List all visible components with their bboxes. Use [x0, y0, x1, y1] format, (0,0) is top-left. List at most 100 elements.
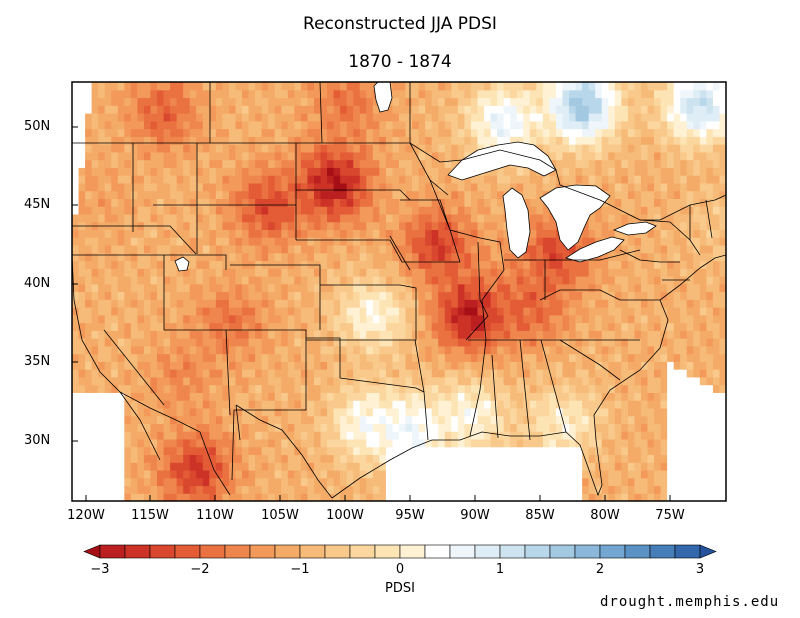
pdsi-cell: [621, 136, 629, 145]
pdsi-cell: [497, 105, 505, 114]
pdsi-cell: [340, 144, 348, 153]
pdsi-cell: [621, 82, 629, 91]
pdsi-cell: [130, 330, 138, 339]
pdsi-cell: [242, 89, 250, 99]
pdsi-cell: [412, 120, 420, 130]
pdsi-cell: [307, 376, 315, 386]
pdsi-cell: [562, 275, 570, 285]
pdsi-cell: [98, 175, 106, 184]
pdsi-cell: [340, 291, 348, 300]
pdsi-cell: [542, 462, 551, 471]
pdsi-cell: [405, 392, 413, 401]
pdsi-cell: [470, 376, 479, 386]
pdsi-cell: [359, 384, 367, 393]
pdsi-cell: [536, 89, 544, 99]
pdsi-cell: [464, 376, 472, 386]
pdsi-cell: [660, 345, 668, 355]
pdsi-cell: [104, 493, 112, 501]
pdsi-cell: [392, 423, 400, 432]
pdsi-cell: [484, 400, 492, 409]
pdsi-cell: [300, 275, 309, 285]
pdsi-cell: [235, 213, 243, 223]
pdsi-cell: [399, 462, 407, 471]
pdsi-cell: [418, 213, 426, 223]
pdsi-cell: [477, 338, 485, 347]
pdsi-cell: [202, 330, 210, 339]
pdsi-cell: [640, 229, 649, 238]
pdsi-cell: [307, 361, 315, 370]
pdsi-cell: [183, 384, 191, 393]
pdsi-cell: [78, 128, 86, 137]
pdsi-cell: [640, 438, 649, 448]
pdsi-cell: [536, 198, 544, 207]
pdsi-cell: [399, 361, 407, 370]
pdsi-cell: [451, 407, 459, 417]
pdsi-cell: [353, 384, 361, 393]
pdsi-cell: [640, 159, 649, 168]
pdsi-cell: [183, 369, 191, 378]
pdsi-cell: [425, 182, 433, 192]
pdsi-cell: [333, 462, 341, 471]
pdsi-cell: [274, 89, 282, 99]
pdsi-cell: [255, 345, 263, 355]
pdsi-cell: [333, 415, 341, 425]
pdsi-cell: [627, 198, 636, 207]
pdsi-cell: [307, 322, 315, 331]
pdsi-cell: [346, 369, 354, 378]
pdsi-cell: [601, 384, 609, 393]
pdsi-cell: [660, 82, 668, 91]
pdsi-cell: [248, 97, 256, 106]
pdsi-cell: [379, 485, 387, 494]
pdsi-cell: [595, 151, 603, 161]
pdsi-cell: [647, 198, 655, 207]
pdsi-cell: [569, 97, 577, 106]
pdsi-cell: [640, 120, 649, 130]
pdsi-cell: [412, 182, 420, 192]
pdsi-cell: [529, 423, 537, 432]
pdsi-cell: [85, 384, 93, 393]
pdsi-cell: [431, 330, 439, 339]
pdsi-cell: [255, 493, 263, 501]
pdsi-cell: [438, 136, 446, 145]
pdsi-cell: [405, 369, 413, 378]
pdsi-cell: [327, 392, 335, 401]
pdsi-cell: [438, 244, 446, 254]
pdsi-cell: [235, 97, 243, 106]
pdsi-cell: [634, 431, 642, 440]
pdsi-cell: [372, 128, 380, 137]
pdsi-cell: [255, 454, 263, 463]
pdsi-cell: [503, 485, 511, 494]
pdsi-cell: [595, 113, 603, 122]
pdsi-cell: [379, 299, 387, 308]
pdsi-cell: [111, 237, 119, 246]
pdsi-cell: [176, 338, 184, 347]
pdsi-cell: [366, 361, 374, 370]
pdsi-cell: [399, 275, 407, 285]
pdsi-cell: [608, 167, 616, 176]
pdsi-cell: [477, 237, 485, 246]
pdsi-cell: [359, 221, 367, 231]
pdsi-cell: [137, 283, 145, 293]
pdsi-cell: [261, 330, 269, 339]
pdsi-cell: [614, 485, 622, 494]
pdsi-cell: [359, 423, 367, 432]
pdsi-cell: [412, 136, 420, 145]
pdsi-cell: [137, 400, 145, 409]
pdsi-cell: [418, 322, 426, 331]
pdsi-cell: [353, 206, 361, 215]
pdsi-cell: [562, 128, 570, 137]
pdsi-cell: [268, 268, 276, 277]
pdsi-cell: [457, 275, 465, 285]
pdsi-cell: [137, 454, 145, 463]
pdsi-cell: [536, 221, 544, 231]
pdsi-cell: [516, 252, 524, 262]
pdsi-cell: [300, 268, 309, 277]
pdsi-cell: [215, 291, 224, 300]
pdsi-cell: [634, 120, 642, 130]
pdsi-cell: [614, 89, 622, 99]
pdsi-cell: [385, 182, 394, 192]
pdsi-cell: [405, 415, 413, 425]
pdsi-cell: [104, 144, 112, 153]
pdsi-cell: [150, 415, 158, 425]
pdsi-cell: [300, 469, 309, 479]
